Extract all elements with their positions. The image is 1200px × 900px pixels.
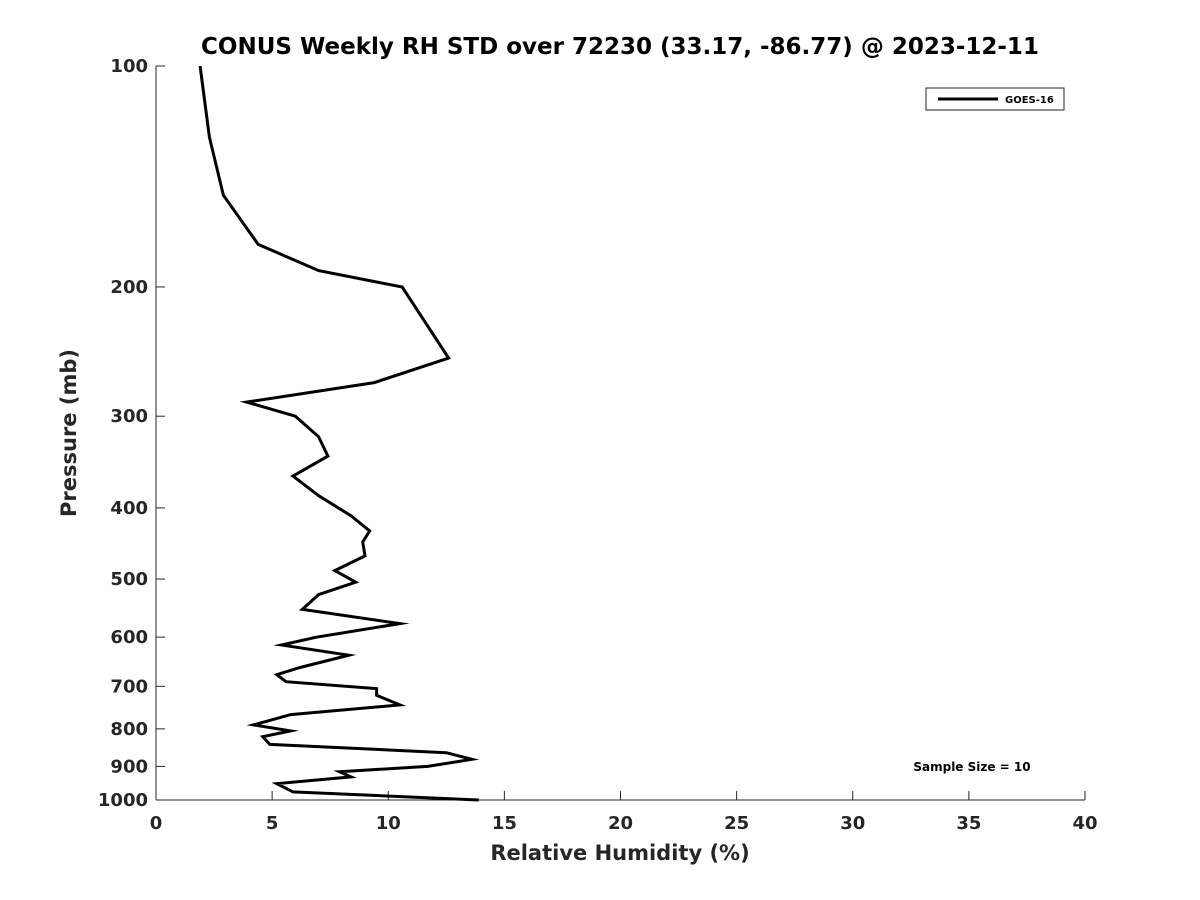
legend: GOES-16 (925, 87, 1065, 111)
y-axis-label: Pressure (mb) (57, 349, 81, 517)
y-tick-label: 200 (110, 277, 148, 298)
series-layer (198, 65, 480, 802)
y-tick-label: 800 (110, 719, 148, 740)
plot-background (156, 66, 1085, 800)
y-tick-label: 300 (110, 406, 148, 427)
y-tick-label: 100 (110, 56, 148, 77)
legend-entry-goes-16: GOES-16 (1005, 95, 1054, 106)
x-tick-label: 40 (1072, 813, 1097, 834)
x-axis-ticks: 0 5 10 15 20 25 30 35 40 (150, 791, 1098, 834)
chart-title: CONUS Weekly RH STD over 72230 (33.17, -… (201, 34, 1039, 60)
y-axis-ticks: 100 200 300 400 500 600 700 800 900 1000 (98, 56, 165, 811)
y-tick-label: 1000 (98, 790, 148, 811)
x-tick-label: 15 (492, 813, 517, 834)
x-tick-label: 10 (376, 813, 401, 834)
y-tick-label: 900 (110, 756, 148, 777)
plot-area (156, 66, 1085, 800)
sample-size-annotation: Sample Size = 10 (913, 760, 1030, 774)
x-tick-label: 20 (608, 813, 633, 834)
x-tick-label: 25 (724, 813, 749, 834)
x-axis-label: Relative Humidity (%) (490, 841, 749, 865)
y-tick-label: 600 (110, 627, 148, 648)
x-tick-label: 35 (956, 813, 981, 834)
x-tick-label: 5 (266, 813, 279, 834)
series-line-goes-16 (198, 65, 480, 802)
y-tick-label: 700 (110, 676, 148, 697)
y-tick-label: 400 (110, 498, 148, 519)
y-tick-label: 500 (110, 569, 148, 590)
x-tick-label: 0 (150, 813, 163, 834)
x-tick-label: 30 (840, 813, 865, 834)
